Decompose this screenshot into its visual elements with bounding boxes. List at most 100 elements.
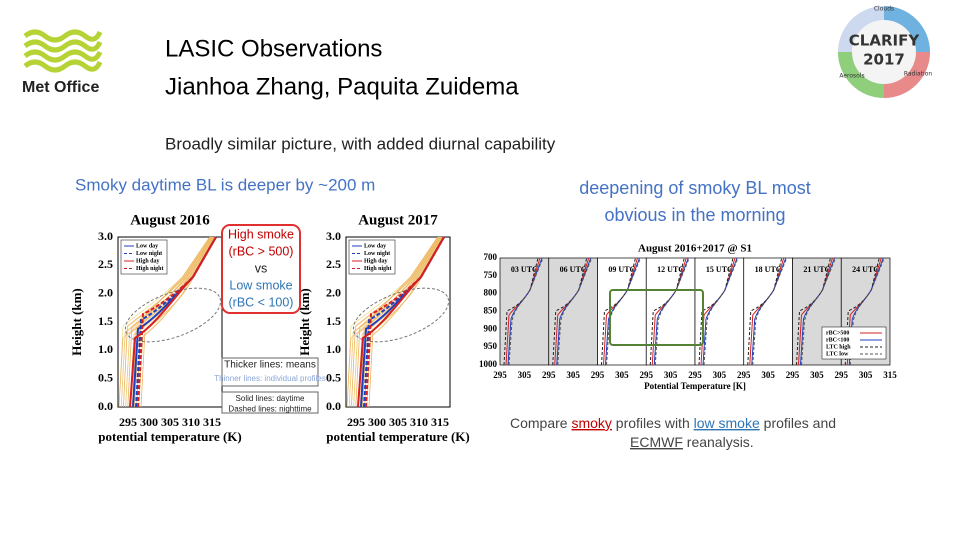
right-heading: obvious in the morning [604,205,785,225]
left-heading: Smoky daytime BL is deeper by ~200 m [75,175,375,194]
x-tick-label: 295 [542,370,556,380]
y-tick-label: 2.0 [98,285,113,299]
caption-text: profiles with [612,415,694,431]
caption-ecmwf: ECMWF [630,434,683,450]
legend-label: Low day [364,243,386,249]
x-tick-label: 315 [883,370,897,380]
panel-label: 18 UTC [755,265,782,274]
x-tick-label: 315 [203,415,221,429]
x-tick-label: 295 [347,415,365,429]
profile-line [129,236,214,408]
callout-text: (rBC < 100) [229,295,294,309]
panel [597,257,647,366]
legend-label: rBC<100 [826,337,849,343]
x-axis-label: Potential Temperature [K] [644,381,746,391]
x-tick-label: 300 [140,415,158,429]
legend-label: LTC high [826,344,851,350]
logo-text: Met Office [22,79,99,96]
profile-line [801,257,836,366]
caption-line: ECMWF reanalysis. [630,434,754,450]
caption-smoky: smoky [571,415,611,431]
profile-line [357,236,442,408]
title: LASIC Observations [165,35,382,62]
y-tick-label: 800 [484,288,498,298]
y-tick-label: 950 [484,341,498,351]
mean-profile [137,236,217,408]
panel-label: 24 UTC [852,265,879,274]
profile-line [123,236,212,408]
x-tick-label: 295 [640,370,654,380]
callout-text: (rBC > 500) [229,244,294,258]
legend-label: High night [364,266,392,272]
x-tick-label: 295 [737,370,751,380]
caption-low-smoke: low smoke [694,415,760,431]
highlight-ellipse [352,287,450,343]
mean-profile [365,236,445,408]
caption-text: reanalysis. [683,434,754,450]
y-tick-label: 0.5 [326,370,341,384]
y-tick-label: 2.5 [98,257,113,271]
highlight-box [609,289,704,346]
badge-label: Clouds [874,6,894,13]
panel-label: 03 UTC [511,265,538,274]
x-tick-label: 295 [688,370,702,380]
panel [645,257,696,366]
caption-text: profiles and [760,415,836,431]
x-tick-label: 305 [810,370,824,380]
x-tick-label: 305 [518,370,532,380]
panel [548,257,598,366]
x-tick-label: 295 [119,415,137,429]
badge-label: Aerosols [839,73,864,80]
right-heading: deepening of smoky BL most [579,178,810,198]
note-text: Thinner lines: individual profiles [214,374,326,383]
clarify-badge [838,6,930,98]
legend-label: High day [136,258,160,264]
y-tick-label: 850 [484,306,498,316]
met-office-logo [23,29,103,73]
x-tick-label: 305 [615,370,629,380]
x-tick-label: 295 [786,370,800,380]
profile-line [557,257,593,366]
x-tick-label: 310 [182,415,200,429]
note-text: Thicker lines: means [224,360,316,371]
legend-label: Low day [136,243,158,249]
x-axis-label: potential temperature (K) [98,429,241,444]
y-tick-label: 2.5 [326,257,341,271]
y-tick-label: 700 [484,252,498,262]
y-tick-label: 1.5 [326,314,341,328]
profile-line [703,257,739,366]
profile-line [752,257,788,366]
x-tick-label: 295 [835,370,849,380]
legend-label: High night [136,266,164,272]
badge-name: CLARIFY [849,32,921,50]
x-tick-label: 295 [591,370,605,380]
x-tick-label: 315 [431,415,449,429]
highlight-ellipse [124,287,222,343]
panel [499,257,550,366]
x-tick-label: 305 [664,370,678,380]
y-tick-label: 0.0 [98,399,113,413]
profile-line [355,236,441,408]
y-axis-label: Height (km) [69,288,84,356]
legend-label: LTC low [826,351,849,357]
y-tick-label: 1.0 [326,342,341,356]
y-tick-label: 750 [484,270,498,280]
x-tick-label: 305 [161,415,179,429]
y-tick-label: 1.0 [98,342,113,356]
callout-text: vs [255,261,268,275]
x-tick-label: 305 [713,370,727,380]
panel-label: 09 UTC [608,265,635,274]
y-tick-label: 0.5 [98,370,113,384]
callout-text: High smoke [228,227,294,241]
callout-box [221,224,301,314]
profile-line [127,236,213,408]
x-tick-label: 295 [493,370,507,380]
panel-label: 21 UTC [803,265,830,274]
x-tick-label: 305 [389,415,407,429]
x-tick-label: 305 [859,370,873,380]
profile-line [508,257,544,366]
legend-label: High day [364,258,388,264]
